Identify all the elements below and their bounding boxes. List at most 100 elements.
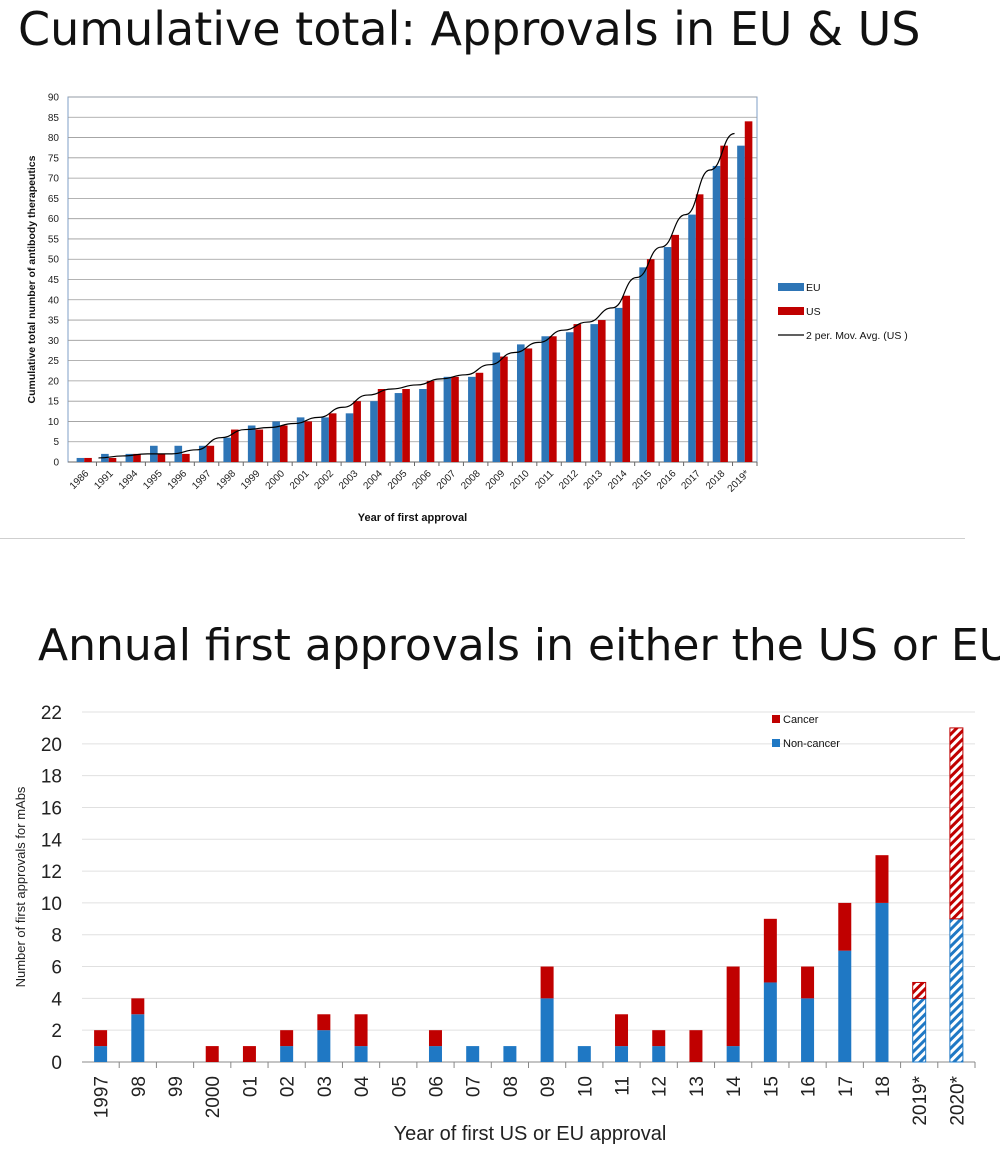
eu-bar (492, 352, 501, 462)
y-tick-label: 5 (53, 437, 59, 448)
x-tick-label: 2016 (655, 468, 679, 492)
us-bar (157, 453, 166, 462)
x-tick-label: 1999 (239, 468, 263, 492)
cancer-bar (317, 1014, 331, 1031)
x-tick-label: 02 (278, 1076, 299, 1097)
eu-bar (296, 417, 305, 462)
x-tick-label: 16 (799, 1076, 820, 1097)
us-bar (377, 389, 386, 462)
noncancer-bar (131, 1014, 145, 1062)
legend-noncancer-swatch (772, 739, 780, 747)
legend-noncancer-label: Non-cancer (783, 738, 840, 750)
y-tick-label: 50 (48, 255, 60, 266)
us-bar (451, 376, 459, 462)
cancer-bar (540, 966, 554, 999)
x-tick-label: 07 (464, 1076, 485, 1097)
legend-us-swatch (778, 307, 804, 315)
us-bar (353, 401, 361, 462)
x-tick-label: 2010 (508, 468, 532, 492)
noncancer-bar (280, 1046, 294, 1062)
y-tick-label: 45 (48, 275, 60, 286)
noncancer-bar (763, 982, 777, 1062)
eu-bar (125, 453, 134, 462)
y-tick-label: 80 (48, 133, 60, 144)
y-tick-label: 85 (48, 113, 60, 124)
noncancer-bar (875, 902, 889, 1062)
x-tick-label: 2018 (704, 468, 728, 492)
legend-cancer-label: Cancer (783, 714, 819, 726)
y-tick-label: 18 (41, 767, 62, 788)
y-tick-label: 10 (48, 417, 60, 428)
y-tick-label: 6 (51, 958, 62, 979)
us-bar (279, 425, 288, 462)
x-tick-label: 1996 (166, 468, 190, 492)
eu-bar (639, 267, 647, 462)
noncancer-bar (912, 997, 927, 1063)
x-tick-label: 2002 (312, 468, 336, 492)
us-bar (524, 348, 533, 462)
us-bar (328, 413, 337, 462)
cancer-bar (94, 1030, 108, 1047)
noncancer-bar (466, 1046, 480, 1062)
eu-bar (198, 445, 207, 462)
y-tick-label: 20 (41, 735, 62, 756)
us-bar (133, 453, 141, 462)
noncancer-bar (652, 1046, 666, 1062)
legend-eu-swatch (778, 283, 804, 291)
annual-chart-title: Annual first approvals in either the US … (38, 620, 1000, 671)
section-divider (0, 538, 965, 539)
x-tick-label: 03 (315, 1076, 336, 1097)
x-tick-label: 2000 (203, 1076, 224, 1118)
cancer-bar (428, 1030, 442, 1047)
noncancer-bar (354, 1046, 368, 1062)
y-tick-label: 20 (48, 376, 60, 387)
y-tick-label: 55 (48, 234, 60, 245)
eu-bar (394, 393, 403, 462)
eu-bar (223, 437, 232, 462)
eu-bar (419, 389, 427, 462)
y-tick-label: 4 (51, 989, 62, 1010)
us-bar (695, 194, 704, 462)
y-tick-label: 65 (48, 194, 60, 205)
us-bar (182, 453, 190, 462)
x-tick-label: 05 (389, 1076, 410, 1097)
x-tick-label: 99 (166, 1076, 187, 1097)
x-tick-label: 06 (426, 1076, 447, 1097)
x-tick-label: 1991 (92, 468, 116, 492)
x-axis-title: Year of first US or EU approval (394, 1123, 667, 1145)
cancer-bar (801, 966, 815, 999)
eu-bar (565, 332, 574, 462)
x-tick-label: 98 (129, 1076, 150, 1097)
cancer-bar (242, 1046, 256, 1062)
eu-bar (516, 344, 525, 462)
y-tick-label: 8 (51, 926, 62, 947)
us-bar (597, 320, 606, 462)
x-tick-label: 2019* (910, 1075, 931, 1125)
us-bar (426, 380, 435, 462)
x-tick-label: 2004 (361, 468, 385, 492)
y-tick-label: 15 (48, 397, 60, 408)
cancer-bar (912, 981, 927, 999)
y-tick-label: 10 (41, 894, 62, 915)
y-tick-label: 2 (51, 1021, 62, 1042)
y-axis-title: Number of first approvals for mAbs (13, 786, 28, 987)
us-bar (84, 457, 92, 462)
y-tick-label: 75 (48, 153, 60, 164)
cancer-bar (652, 1030, 666, 1047)
x-tick-label: 2001 (288, 468, 312, 492)
x-tick-label: 2003 (337, 468, 361, 492)
y-tick-label: 0 (51, 1053, 62, 1074)
cancer-bar (280, 1030, 294, 1047)
x-tick-label: 01 (240, 1076, 261, 1097)
cancer-bar (949, 727, 964, 920)
x-tick-label: 2020* (947, 1075, 968, 1125)
eu-bar (272, 421, 280, 462)
noncancer-bar (503, 1046, 517, 1062)
legend-us-label: US (806, 306, 821, 318)
y-axis-title: Cumulative total number of antibody ther… (26, 155, 38, 403)
x-tick-label: 2014 (606, 468, 630, 492)
noncancer-bar (540, 998, 554, 1062)
y-tick-label: 16 (41, 798, 62, 819)
noncancer-bar (615, 1046, 629, 1062)
legend-trend-label: 2 per. Mov. Avg. (US ) (806, 330, 908, 342)
